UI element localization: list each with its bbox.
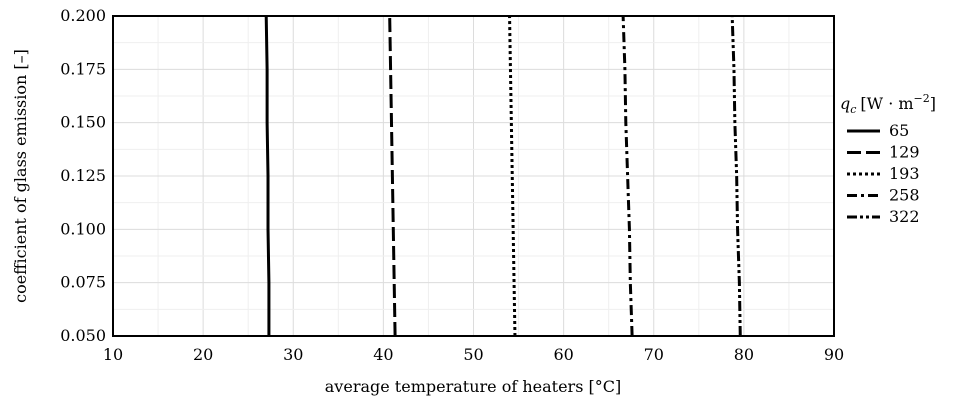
x-tick-label: 30 [283, 345, 303, 364]
grid [112, 15, 835, 337]
x-tick-label: 60 [553, 345, 573, 364]
legend-label-193: 193 [889, 164, 920, 183]
series-line-258 [621, 15, 634, 337]
y-tick-label: 0.050 [60, 326, 106, 345]
x-tick-label: 40 [373, 345, 393, 364]
y-tick-labels: 0.050 0.075 0.100 0.125 0.150 0.175 0.200 [60, 6, 106, 345]
legend-title: qc [W · m−2] [840, 92, 936, 116]
series-line-129 [388, 15, 397, 337]
y-tick-label: 0.075 [60, 273, 106, 292]
legend-title-symbol: q [840, 94, 850, 113]
x-axis-label: average temperature of heaters [°C] [325, 377, 621, 396]
series-line-65 [264, 15, 271, 336]
legend-title-unit: [W · m [860, 94, 913, 113]
x-tick-label: 10 [103, 345, 123, 364]
x-tick-label: 80 [734, 345, 754, 364]
y-tick-label: 0.175 [60, 59, 106, 78]
y-tick-label: 0.100 [60, 219, 106, 238]
series-line-322 [730, 15, 742, 337]
legend-label-258: 258 [889, 186, 920, 205]
y-tick-label: 0.200 [60, 6, 106, 25]
series-group [264, 15, 742, 337]
legend-label-322: 322 [889, 207, 920, 226]
y-tick-label: 0.150 [60, 113, 106, 132]
x-tick-label: 90 [824, 345, 844, 364]
x-tick-label: 20 [193, 345, 213, 364]
legend: qc [W · m−2] 65 129 193 258 322 [840, 92, 936, 226]
x-tick-label: 50 [463, 345, 483, 364]
x-tick-labels: 10 20 30 40 50 60 70 80 90 [103, 345, 844, 364]
y-axis-label: coefficient of glass emission [–] [11, 49, 30, 303]
legend-label-65: 65 [889, 121, 909, 140]
y-tick-label: 0.125 [60, 166, 106, 185]
plot-frame [112, 15, 835, 337]
legend-title-subscript: c [850, 103, 856, 116]
legend-title-exponent: −2 [914, 92, 930, 105]
legend-label-129: 129 [889, 143, 920, 162]
x-tick-label: 70 [644, 345, 664, 364]
legend-items: 65 129 193 258 322 [847, 121, 920, 226]
series-line-193 [508, 15, 517, 337]
legend-title-close: ] [930, 94, 936, 113]
